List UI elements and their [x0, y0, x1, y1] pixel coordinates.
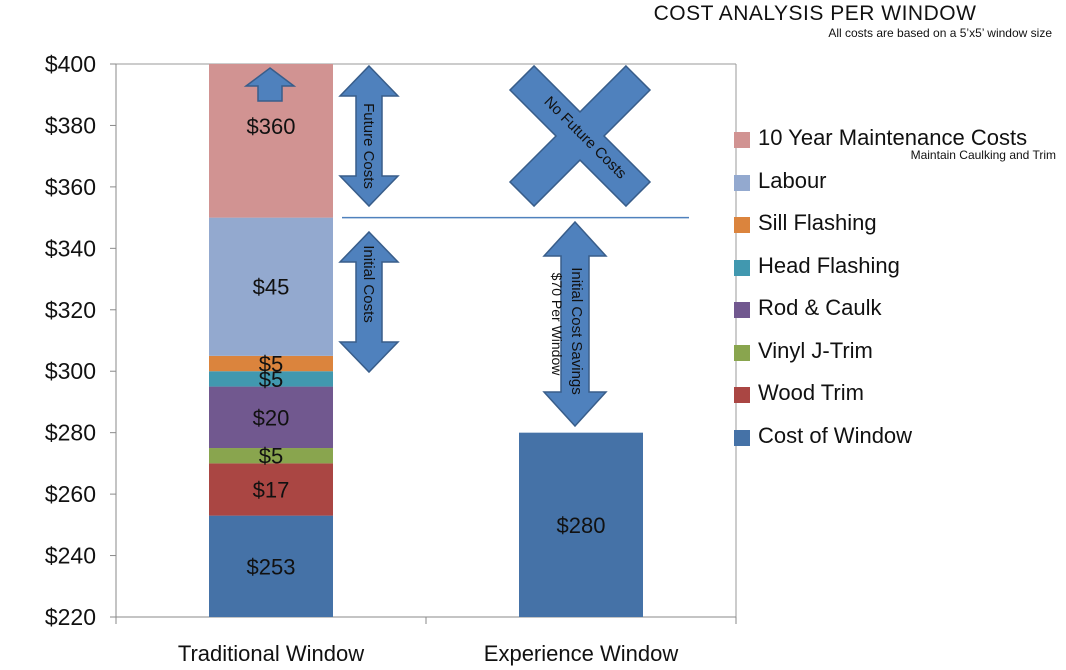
legend-label: Cost of Window: [758, 422, 913, 448]
legend-swatch: [734, 174, 750, 191]
y-tick-label: $240: [45, 543, 96, 569]
bar-value-label: $360: [247, 114, 296, 139]
initial-costs-arrow-icon: [338, 230, 400, 374]
legend-item: Rod & Caulk: [734, 294, 1064, 337]
legend-item: Sill Flashing: [734, 209, 1064, 252]
y-tick-label: $300: [45, 358, 96, 384]
legend-item: Head Flashing: [734, 252, 1064, 295]
legend-swatch: [734, 344, 750, 361]
x-tick-label: Experience Window: [484, 641, 679, 666]
bar-value-label: $45: [253, 275, 290, 300]
legend-label: Rod & Caulk: [758, 295, 882, 320]
legend-label: 10 Year Maintenance Costs: [758, 125, 1028, 150]
legend-swatch: [734, 429, 750, 446]
y-tick-label: $260: [45, 481, 96, 507]
initial-costs-label: Initial Costs: [360, 245, 377, 323]
legend-swatch: [734, 217, 750, 233]
chart-subtitle: All costs are based on a 5’x5’ window si…: [828, 26, 1052, 40]
legend-label: Head Flashing: [758, 252, 900, 278]
bar-value-label: $20: [253, 405, 290, 430]
bar-segment: [209, 386, 333, 449]
initial-cost-savings-arrow-icon: [542, 220, 608, 428]
bar-segment: [209, 355, 333, 372]
bar-segment: [209, 515, 333, 617]
no-future-costs-x-icon: [508, 64, 652, 208]
y-tick-label: $360: [45, 174, 96, 200]
future-costs-label: Future Costs: [360, 103, 377, 189]
y-tick-label: $400: [45, 51, 96, 77]
x-mark-shape: [508, 64, 652, 208]
bar-value-label: $5: [259, 444, 283, 469]
y-tick-label: $220: [45, 604, 96, 630]
legend-swatch: [734, 387, 750, 403]
up-arrow-icon: [243, 67, 297, 102]
bar-segment: [209, 448, 333, 464]
chart-axes: $220 $240 $260 $280 $300 $320 $340 $360 $380 $400…: [45, 51, 737, 666]
bar-value-label: $5: [259, 367, 283, 392]
bar-segment: [209, 217, 333, 356]
chart-legend: 10 Year Maintenance Costs Maintain Caulki…: [734, 124, 1064, 464]
legend-item: Wood Trim: [734, 379, 1064, 422]
chart-title: COST ANALYSIS PER WINDOW: [653, 2, 977, 25]
bar-segment: [519, 432, 643, 617]
legend-swatch: [734, 132, 750, 148]
legend-item: Vinyl J-Trim: [734, 337, 1064, 380]
bar-value-label: $280: [557, 513, 606, 538]
bar-segment: [209, 371, 333, 387]
legend-swatch: [734, 302, 750, 318]
x-tick-label: Traditional Window: [178, 641, 364, 666]
legend-item: 10 Year Maintenance Costs Maintain Caulki…: [734, 124, 1064, 167]
future-costs-arrow-icon: [338, 64, 400, 208]
legend-label: Labour: [758, 167, 827, 193]
legend-item: Labour: [734, 167, 1064, 210]
legend-item: Cost of Window: [734, 422, 1064, 465]
initial-cost-savings-label: Initial Cost Savings: [568, 267, 585, 395]
legend-label: Sill Flashing: [758, 210, 877, 235]
bar-value-label: $17: [253, 478, 290, 503]
y-tick-label: $320: [45, 297, 96, 323]
legend-sublabel: Maintain Caulking and Trim: [910, 148, 1056, 162]
legend-swatch: [734, 259, 750, 276]
y-tick-label: $380: [45, 112, 96, 138]
legend-label: Wood Trim: [758, 380, 864, 405]
y-tick-label: $340: [45, 235, 96, 261]
bar-value-label: $253: [247, 554, 296, 579]
legend-label: Vinyl J-Trim: [758, 337, 873, 363]
savings-per-window-label: $70 Per Window: [549, 273, 565, 377]
y-tick-label: $280: [45, 420, 96, 446]
bar-value-labels: $253$17$5$20$5$5$45$360$280: [247, 114, 606, 579]
bar-value-label: $5: [259, 352, 283, 377]
bar-segment: [209, 463, 333, 516]
